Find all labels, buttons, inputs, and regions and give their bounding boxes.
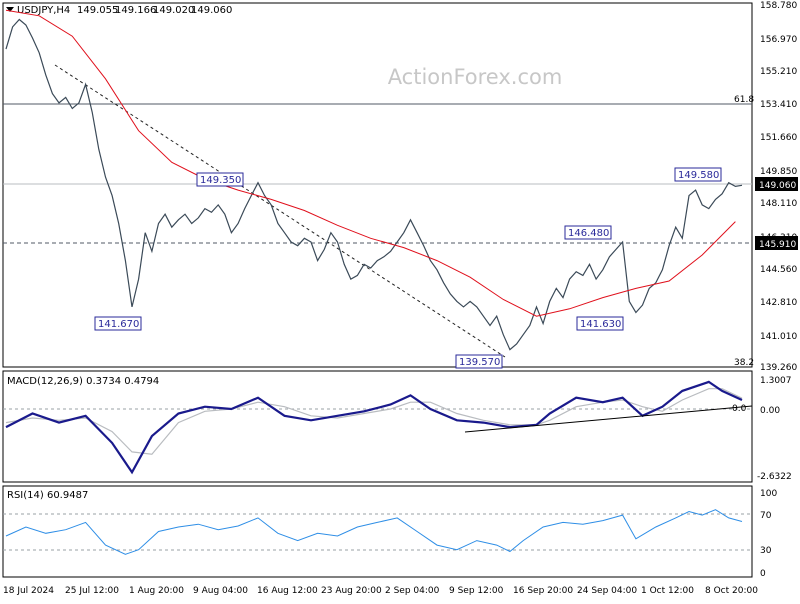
x-tick-label: 2 Sep 04:00	[385, 586, 440, 596]
svg-text:149.580: 149.580	[678, 170, 719, 181]
macd-line	[5, 380, 743, 475]
ohlc-low: 149.020	[153, 5, 194, 16]
x-tick-label: 1 Oct 12:00	[641, 586, 694, 596]
x-tick-label: 8 Oct 20:00	[705, 586, 758, 596]
svg-text:146.480: 146.480	[568, 228, 609, 239]
macd-title: MACD(12,26,9) 0.3734 0.4794	[7, 376, 159, 387]
x-tick-label: 9 Sep 12:00	[449, 586, 504, 596]
collapse-triangle-icon[interactable]	[6, 7, 14, 12]
y-tick-label: 141.010	[760, 332, 797, 342]
price-trendline	[54, 64, 506, 358]
fib-61-8-label: 61.8	[734, 95, 754, 105]
svg-text:141.630: 141.630	[580, 319, 621, 330]
y-tick-label: 155.210	[760, 67, 797, 77]
macd-y-tick: 0.00	[760, 406, 780, 416]
price-panel-frame	[2, 2, 753, 368]
macd-trendline	[464, 405, 753, 433]
x-tick-label: 25 Jul 12:00	[65, 586, 119, 596]
svg-text:149.350: 149.350	[200, 175, 241, 186]
macd-zero-label: 0.0	[732, 404, 747, 414]
price-annotation: 146.480	[564, 225, 612, 240]
x-tick-label: 23 Aug 20:00	[321, 586, 382, 596]
y-tick-label: 156.970	[760, 35, 797, 45]
y-tick-label: 149.850	[760, 167, 797, 177]
price-annotation: 141.670	[94, 316, 142, 331]
macd-y-tick: -2.6322	[757, 472, 792, 482]
macd-panel-frame	[2, 370, 753, 483]
x-tick-label: 18 Jul 2024	[3, 586, 54, 596]
rsi-y-tick: 0	[760, 569, 766, 579]
rsi-y-tick: 100	[760, 489, 777, 499]
fib-38-2-label: 38.2	[734, 358, 754, 368]
ohlc-open: 149.055	[77, 5, 118, 16]
watermark: ActionForex.com	[388, 65, 563, 89]
macd-signal-line	[5, 388, 743, 455]
rsi-y-tick: 70	[760, 511, 772, 521]
moving-average-line	[5, 9, 736, 317]
ohlc-close: 149.060	[191, 5, 232, 16]
macd-y-tick: 1.3007	[760, 376, 792, 386]
x-axis: 18 Jul 2024 25 Jul 12:00 1 Aug 20:00 9 A…	[3, 586, 758, 596]
support-level-badge	[755, 236, 798, 250]
x-tick-label: 9 Aug 04:00	[193, 586, 248, 596]
y-tick-label: 153.410	[760, 100, 797, 110]
x-tick-label: 16 Aug 12:00	[257, 586, 318, 596]
price-annotation: 149.580	[674, 167, 722, 182]
price-series-line	[5, 18, 743, 351]
y-tick-label: 139.260	[760, 363, 797, 373]
rsi-y-tick: 30	[760, 546, 772, 556]
x-tick-label: 24 Sep 04:00	[577, 586, 637, 596]
x-tick-label: 1 Aug 20:00	[129, 586, 184, 596]
support-level-badge-text: 145.910	[759, 240, 796, 250]
rsi-line	[5, 509, 743, 555]
rsi-panel-frame	[2, 485, 753, 578]
price-annotation: 141.630	[576, 316, 624, 331]
y-tick-label: 144.560	[760, 265, 797, 275]
svg-text:139.570: 139.570	[459, 357, 500, 368]
y-tick-label: 151.660	[760, 133, 797, 143]
price-header: USDJPY,H4 149.055 149.166 149.020 149.06…	[6, 5, 232, 16]
current-price-badge-text: 149.060	[759, 181, 796, 191]
current-price-badge	[755, 177, 798, 191]
price-annotation: 149.350	[196, 172, 244, 187]
price-annotation: 139.570	[455, 354, 503, 369]
x-tick-label: 16 Sep 20:00	[513, 586, 573, 596]
ohlc-high: 149.166	[115, 5, 156, 16]
symbol-header: USDJPY,H4	[17, 5, 70, 16]
rsi-title: RSI(14) 60.9487	[7, 490, 88, 501]
svg-text:141.670: 141.670	[98, 319, 139, 330]
y-tick-label: 158.780	[760, 1, 797, 11]
y-tick-label: 148.110	[760, 199, 797, 209]
y-tick-label: 142.810	[760, 298, 797, 308]
